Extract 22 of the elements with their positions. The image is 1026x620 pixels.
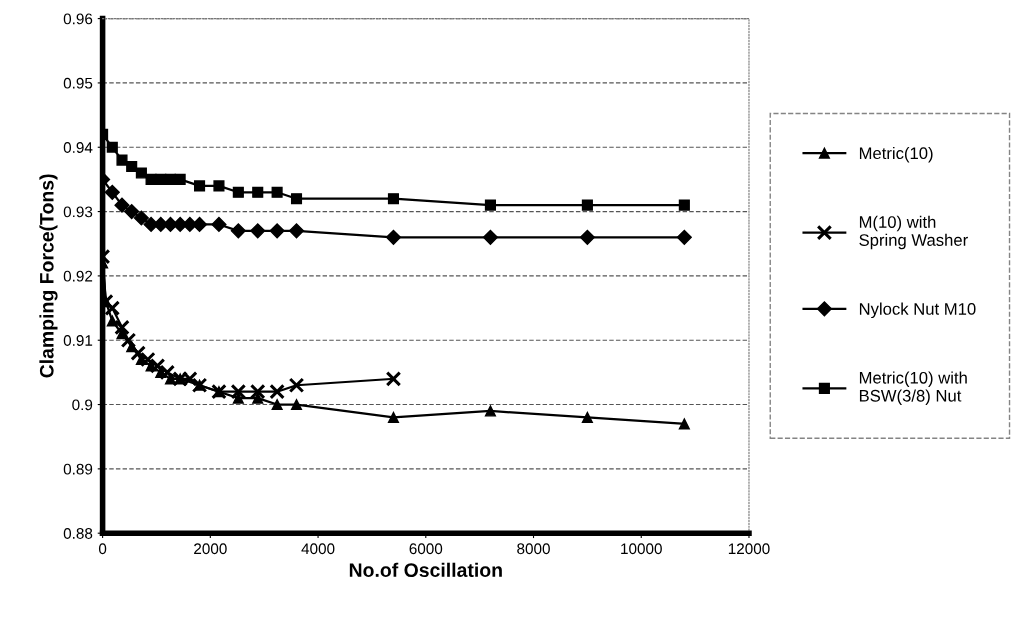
x-tick-label: 10000 xyxy=(621,543,662,555)
x-tick-label: 0 xyxy=(98,543,107,555)
y-tick-label: 0.94 xyxy=(63,142,93,153)
y-tick-label: 0.93 xyxy=(63,206,93,218)
y-tick-label: 0.96 xyxy=(63,13,93,25)
y-tick-label: 0.92 xyxy=(63,270,93,282)
legend-label: M(10) with Spring Washer xyxy=(859,215,968,250)
legend-label: Nylock Nut M10 xyxy=(859,302,976,319)
x-axis-title: No.of Oscillation xyxy=(349,562,502,577)
y-axis-title: Clamping Force(Tons) xyxy=(39,174,58,378)
x-tick-label: 2000 xyxy=(194,543,227,555)
y-tick-label: 0.91 xyxy=(63,335,93,346)
y-tick-label: 0.89 xyxy=(63,463,93,475)
y-tick-label: 0.9 xyxy=(72,399,93,411)
legend-label: Metric(10) xyxy=(859,146,933,163)
y-tick-label: 0.95 xyxy=(63,77,93,89)
y-tick-label: 0.88 xyxy=(63,528,93,539)
legend-label: Metric(10) with BSW(3/8) Nut xyxy=(859,371,967,405)
x-tick-label: 12000 xyxy=(728,543,770,555)
x-tick-label: 8000 xyxy=(517,543,550,555)
x-tick-label: 6000 xyxy=(409,543,443,555)
x-tick-label: 4000 xyxy=(301,543,335,555)
